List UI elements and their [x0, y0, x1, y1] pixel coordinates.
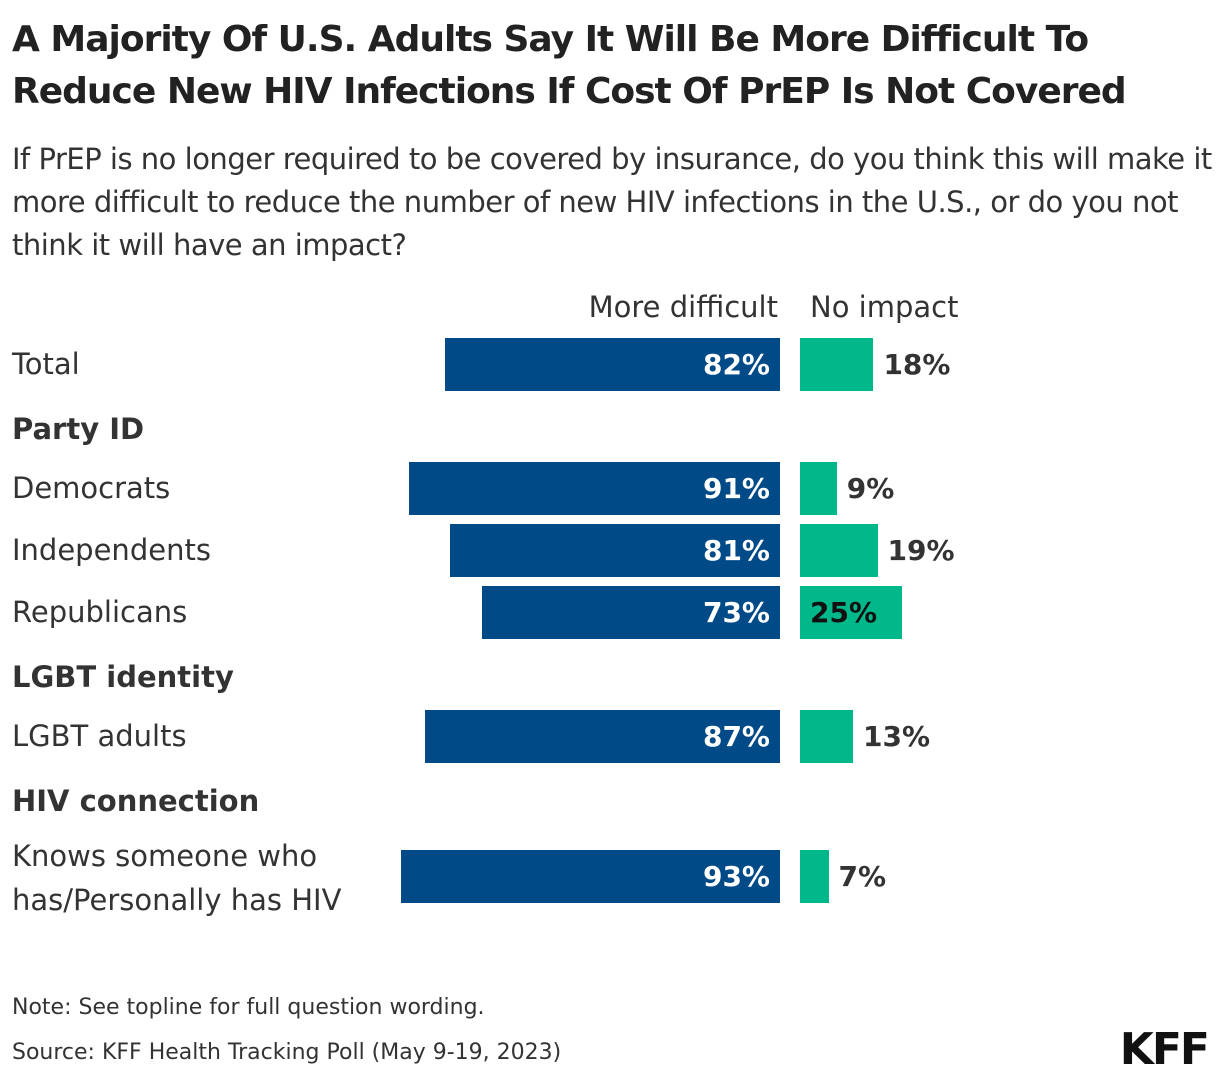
value-label-no-impact: 9% — [846, 472, 895, 505]
value-label-no-impact: 25% — [810, 596, 878, 629]
row-label: Democrats — [12, 471, 171, 505]
value-label-more-difficult: 81% — [702, 534, 770, 567]
value-label-more-difficult: 82% — [702, 348, 770, 381]
bar-more-difficult — [449, 524, 780, 577]
value-label-no-impact: 13% — [863, 720, 931, 753]
chart-subtitle: If PrEP is no longer required to be cove… — [12, 142, 1212, 262]
note: Note: See topline for full question word… — [12, 995, 485, 1020]
legend-no-impact: No impact — [810, 290, 959, 324]
value-label-no-impact: 7% — [838, 860, 887, 893]
value-label-more-difficult: 73% — [702, 596, 770, 629]
row-label: Republicans — [12, 595, 188, 629]
kff-logo: KFF — [1119, 1024, 1210, 1075]
row-label: Total — [12, 347, 80, 381]
value-label-no-impact: 19% — [887, 534, 955, 567]
bar-no-impact — [800, 586, 902, 639]
bar-more-difficult — [408, 462, 780, 515]
bar-no-impact — [800, 850, 829, 903]
row-label: LGBT adults — [12, 719, 187, 753]
legend-more-difficult: More difficult — [588, 290, 778, 324]
row-label: Knows someone who has/Personally has HIV — [12, 839, 342, 917]
group-label: HIV connection — [12, 784, 260, 818]
group-label: Party ID — [12, 412, 145, 446]
bar-more-difficult — [445, 338, 780, 391]
value-label-more-difficult: 93% — [702, 860, 770, 893]
bar-no-impact — [800, 524, 878, 577]
row-label: Independents — [12, 533, 211, 567]
bar-no-impact — [800, 338, 874, 391]
value-label-no-impact: 18% — [883, 348, 951, 381]
value-label-more-difficult: 91% — [702, 472, 770, 505]
bar-more-difficult — [400, 850, 780, 903]
value-label-more-difficult: 87% — [702, 720, 770, 753]
source: Source: KFF Health Tracking Poll (May 9-… — [12, 1040, 562, 1065]
bar-more-difficult — [425, 710, 780, 763]
bar-no-impact — [800, 710, 854, 763]
bar-more-difficult — [482, 586, 780, 639]
group-label: LGBT identity — [12, 660, 234, 694]
chart-title: A Majority Of U.S. Adults Say It Will Be… — [12, 19, 1127, 112]
bar-no-impact — [800, 462, 837, 515]
